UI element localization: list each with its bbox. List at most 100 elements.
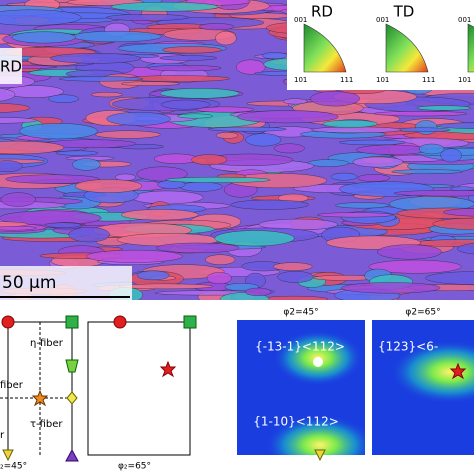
grain	[191, 154, 228, 166]
grain	[416, 105, 472, 111]
ipf-triangle	[385, 23, 429, 73]
symbol	[449, 362, 467, 380]
grain	[110, 1, 219, 12]
ipf-triangle	[303, 23, 347, 73]
symbol	[31, 389, 49, 407]
grain	[357, 174, 391, 182]
grain	[121, 209, 199, 221]
fiber-label: fiber	[0, 380, 24, 391]
grain	[147, 65, 222, 72]
grain	[335, 202, 390, 209]
ipf-corner-label: 111	[422, 76, 435, 84]
grain	[206, 272, 232, 285]
grain	[58, 76, 144, 82]
grain	[393, 190, 474, 197]
grain	[44, 222, 82, 228]
grain	[5, 174, 100, 184]
grain	[282, 98, 308, 105]
grain	[456, 243, 474, 255]
ipf-corner-label: 101	[376, 76, 389, 84]
grain	[230, 199, 309, 210]
grain	[0, 160, 23, 173]
grain	[131, 190, 204, 205]
grain	[196, 106, 255, 113]
grain	[368, 259, 462, 274]
symbol	[65, 359, 79, 373]
ipf-triangle	[467, 23, 474, 73]
grain	[355, 144, 428, 155]
grain	[162, 46, 222, 54]
grain	[440, 148, 462, 163]
grain	[159, 55, 218, 61]
grain	[11, 31, 76, 44]
grain	[443, 208, 474, 217]
grain	[425, 271, 474, 285]
grain	[74, 179, 143, 193]
grain	[322, 119, 378, 128]
grain	[159, 88, 240, 99]
grain	[245, 133, 282, 147]
ipf-corner-label: 001	[294, 16, 307, 24]
ipf-title: TD	[393, 3, 415, 21]
symbol	[2, 449, 14, 462]
grain	[177, 113, 213, 119]
direction-label: RD	[0, 58, 22, 76]
ipf-corner-label: 101	[294, 76, 307, 84]
fiber-label: r	[0, 430, 5, 441]
ipf-corner-label: 001	[376, 16, 389, 24]
grain	[68, 227, 110, 243]
section-label: φ₂=65°	[118, 462, 151, 472]
grain	[19, 123, 98, 140]
grain	[341, 282, 441, 294]
grain	[436, 122, 474, 129]
grain	[106, 14, 189, 21]
grain	[352, 156, 404, 168]
intensity	[390, 340, 474, 404]
fiber-label: τ-fiber	[30, 419, 63, 430]
grain	[330, 172, 358, 181]
grain	[106, 111, 171, 126]
grain	[310, 90, 360, 107]
scale-bar-label: 50 µm	[2, 273, 56, 293]
grain	[56, 150, 99, 156]
grain	[71, 30, 162, 43]
grain	[418, 143, 445, 155]
grain	[156, 242, 240, 254]
grain	[0, 221, 29, 228]
ipf-corner-label: 111	[340, 76, 353, 84]
grain	[94, 130, 161, 139]
symbol	[314, 449, 326, 462]
symbol	[66, 391, 78, 405]
grain	[0, 88, 16, 102]
fiber-label: η-fiber	[30, 338, 64, 349]
grain	[165, 176, 271, 183]
orientation-label: {-13-1}<112>	[255, 340, 345, 354]
label-bg	[0, 48, 22, 84]
section-label: ₂=45°	[0, 462, 27, 472]
grain	[0, 9, 82, 26]
symbol	[65, 315, 79, 329]
ipf-title: RD	[311, 3, 333, 21]
grain	[205, 254, 236, 265]
symbol	[183, 315, 197, 329]
symbol	[1, 315, 15, 329]
grain	[273, 143, 305, 154]
grain	[395, 127, 451, 133]
grain	[179, 181, 223, 192]
symbol	[113, 315, 127, 329]
grain	[121, 81, 180, 86]
grain	[311, 126, 402, 134]
scale-bg	[0, 266, 132, 300]
intensity	[265, 415, 365, 455]
map-title: φ2=45°	[283, 308, 318, 318]
grain	[118, 283, 213, 290]
grain	[414, 120, 438, 135]
grain	[214, 230, 295, 247]
grain	[136, 166, 188, 182]
grain	[85, 249, 183, 263]
orientation-label: {1-10}<112>	[253, 415, 339, 429]
symbol	[159, 360, 177, 378]
grain	[216, 132, 239, 139]
grain	[260, 295, 329, 300]
